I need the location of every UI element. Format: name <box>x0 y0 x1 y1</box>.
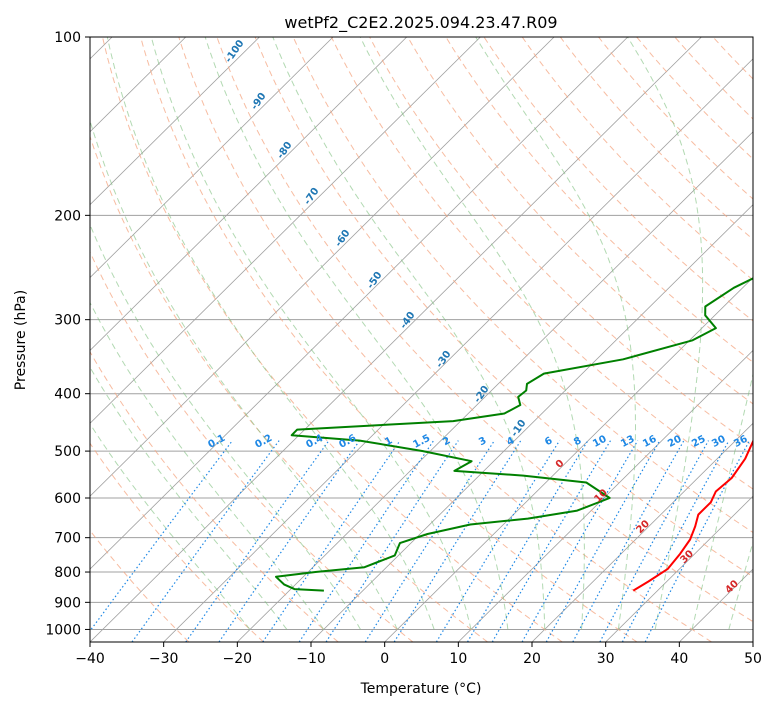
series-layer <box>275 277 753 592</box>
x-tick-label: −10 <box>296 651 326 667</box>
isotherm-line <box>605 495 753 642</box>
dry-adiabat-line <box>330 37 753 490</box>
x-tick-label: 0 <box>380 651 389 667</box>
isotherm-line <box>90 37 260 206</box>
mixing-ratio-line <box>466 440 589 642</box>
moist-adiabat-line <box>90 423 251 630</box>
tick-layer: −40 −30 −20 −10 0 10 20 30 40 50 100 200 300 400 500 60… <box>45 30 762 667</box>
mixing-ratio-line <box>325 440 459 642</box>
mixing-ratio-line <box>644 440 751 642</box>
moist-adiabat-line <box>728 540 753 630</box>
y-tick-label: 500 <box>54 444 81 460</box>
mixing-ratio-line <box>262 440 401 642</box>
mixing-ratio-line <box>185 440 330 642</box>
dry-adiabat-line <box>90 251 414 642</box>
mixing-ratio-label: 3 <box>477 435 488 448</box>
x-tick-label: −30 <box>149 651 179 667</box>
isotherm-line <box>90 37 702 642</box>
dry-adiabat-line <box>483 37 753 322</box>
y-tick-label: 900 <box>54 595 81 611</box>
x-tick-label: −40 <box>75 651 105 667</box>
dry-adiabat-line <box>178 37 712 642</box>
moist-adiabat-line <box>475 37 636 630</box>
x-axis-label: Temperature (°C) <box>360 681 482 697</box>
moist-adiabat-line <box>691 372 753 630</box>
moist-adiabat-line <box>106 37 435 630</box>
x-tick-label: 40 <box>670 651 688 667</box>
y-tick-label: 200 <box>54 208 81 224</box>
y-tick-label: 700 <box>54 531 81 547</box>
moist-adiabat-line <box>204 37 509 630</box>
dry-adiabat-line <box>102 37 563 642</box>
dry-adiabat-line <box>90 442 264 642</box>
isotherm-line <box>90 37 408 351</box>
dry-adiabat-line <box>216 37 753 623</box>
dry-adiabat-line <box>140 37 638 642</box>
x-tick-label: 10 <box>449 651 467 667</box>
mixing-ratio-line <box>298 440 435 642</box>
y-tick-label: 800 <box>54 565 81 581</box>
moist-adiabat-line <box>150 37 472 630</box>
mixing-ratio-label: 2 <box>441 435 452 448</box>
y-tick-label: 400 <box>54 387 81 403</box>
dry-adiabat-line <box>292 37 753 534</box>
grid-layer <box>90 37 753 642</box>
y-tick-label: 300 <box>54 313 81 329</box>
isotherm-line <box>90 37 629 570</box>
isotherm-line <box>458 349 753 642</box>
mixing-ratio-line <box>218 440 361 642</box>
mixing-ratio-line <box>131 440 280 642</box>
chart-title: wetPf2_C2E2.2025.094.23.47.R09 <box>284 13 557 33</box>
dry-adiabat-line <box>559 37 753 241</box>
temperature-line <box>632 438 753 592</box>
isotherm-line <box>531 422 753 642</box>
mixing-ratio-line <box>90 440 233 632</box>
moist-adiabat-line <box>90 366 288 630</box>
dewpoint-line <box>275 277 753 592</box>
mixing-ratio-line <box>521 440 639 642</box>
moist-adiabat-line <box>90 119 398 630</box>
plot-frame <box>89 36 754 643</box>
mixing-ratio-label: 8 <box>572 435 583 448</box>
moist-adiabat-line <box>90 223 361 630</box>
dry-adiabat-line <box>90 529 190 642</box>
mixing-ratio-label: 4 <box>505 435 516 448</box>
y-axis-label: Pressure (hPa) <box>13 290 29 390</box>
moist-adiabat-line <box>359 37 585 630</box>
adiabat-layer <box>90 37 753 642</box>
x-tick-label: −20 <box>223 651 253 667</box>
mixing-ratio-line <box>621 440 730 642</box>
mixing-ratio-line <box>491 440 612 642</box>
dry-adiabat-line <box>598 37 753 200</box>
isotherm-line <box>90 37 481 424</box>
x-tick-label: 50 <box>744 651 762 667</box>
dry-adiabat-line <box>445 37 753 363</box>
isotherm-line <box>90 37 334 279</box>
dry-adiabat-line <box>254 37 753 578</box>
isotherm-line <box>384 276 753 642</box>
y-tick-label: 600 <box>54 491 81 507</box>
isotherm-line <box>90 37 555 497</box>
y-tick-label: 1000 <box>45 622 81 638</box>
isotherm-line <box>237 131 753 642</box>
mixing-ratio-line <box>545 440 661 642</box>
mixing-ratio-label: 6 <box>543 435 554 448</box>
dry-adiabat-line <box>369 37 753 447</box>
y-tick-label: 100 <box>54 30 81 46</box>
x-tick-label: 20 <box>523 651 541 667</box>
mixing-ratio-label: 1 <box>383 435 394 448</box>
mixing-ratio-line <box>435 440 561 642</box>
isotherm-line <box>163 58 753 642</box>
x-tick-label: 30 <box>597 651 615 667</box>
moist-adiabat-line <box>627 37 704 630</box>
isotherm-line <box>310 204 753 642</box>
